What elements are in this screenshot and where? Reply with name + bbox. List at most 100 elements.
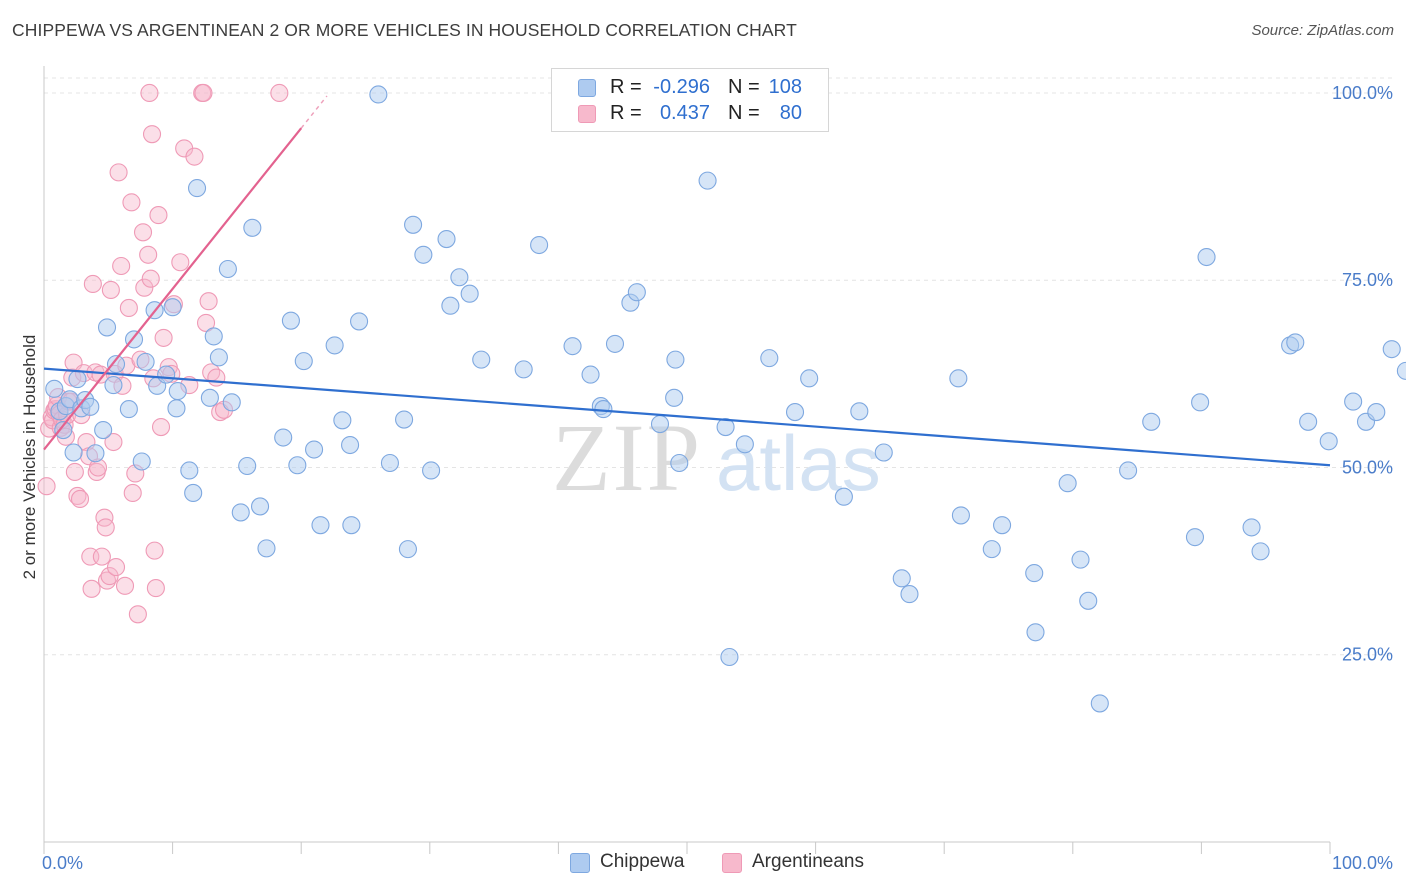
argentinean-point xyxy=(101,280,120,300)
chippewa-point xyxy=(594,400,613,419)
chippewa-point xyxy=(563,337,582,356)
chippewa-point xyxy=(274,428,293,447)
y-tick-label: 25.0% xyxy=(1342,645,1393,665)
chippewa-point xyxy=(257,539,276,558)
chippewa-point xyxy=(243,218,262,237)
argentinean-point xyxy=(145,541,164,560)
chippewa-point xyxy=(1119,461,1138,480)
chippewa-point xyxy=(735,435,754,454)
source-label: Source: ZipAtlas.com xyxy=(1251,22,1394,39)
argentinean-point xyxy=(139,245,158,264)
chippewa-point xyxy=(514,360,533,379)
chippewa-point xyxy=(900,585,919,604)
chippewa-point xyxy=(666,350,685,369)
chippewa-point xyxy=(1251,542,1270,561)
chippewa-point xyxy=(850,402,869,421)
chippewa-point xyxy=(892,569,911,588)
chippewa-point xyxy=(716,417,735,437)
argentinean-point xyxy=(96,518,115,537)
chippewa-swatch xyxy=(578,79,596,97)
chippewa-point xyxy=(665,388,684,407)
y-tick-label: 100.0% xyxy=(1332,83,1393,103)
chippewa-point xyxy=(460,284,479,303)
chippewa-point xyxy=(204,327,223,346)
argentinean-point xyxy=(146,579,165,598)
chippewa-point xyxy=(119,400,138,419)
chippewa-point xyxy=(106,355,126,374)
argentinean-point xyxy=(171,253,190,272)
legend-n-value: 108 xyxy=(768,76,802,98)
chippewa-point xyxy=(288,456,307,475)
x-tick-label: 0.0% xyxy=(42,853,83,873)
chippewa-point xyxy=(720,647,739,667)
chippewa-point xyxy=(1396,361,1406,380)
chippewa-point xyxy=(834,487,853,506)
chart-title: CHIPPEWA VS ARGENTINEAN 2 OR MORE VEHICL… xyxy=(12,20,797,40)
chippewa-point xyxy=(670,453,689,473)
chippewa-point xyxy=(163,298,182,317)
chippewa-point xyxy=(395,410,414,429)
argentinean-point xyxy=(135,278,154,297)
chippewa-point xyxy=(698,171,717,190)
chippewa-point xyxy=(785,403,805,422)
argentinean-point xyxy=(151,417,171,437)
chippewa-point xyxy=(97,318,117,337)
argentinean-point xyxy=(199,292,218,311)
argentinean-point xyxy=(128,605,147,624)
argentinean-point xyxy=(92,547,111,566)
argentinean-point xyxy=(100,567,119,586)
axes xyxy=(43,66,1331,854)
chippewa-point xyxy=(342,516,361,535)
chippewa-point xyxy=(311,516,330,535)
legend-n-label: N = xyxy=(728,76,760,98)
chippewa-point xyxy=(993,516,1012,535)
chippewa-point xyxy=(333,411,352,430)
argentinean-point xyxy=(133,223,153,242)
chippewa-point xyxy=(472,350,491,369)
chippewa-point xyxy=(81,397,100,416)
chippewa-point xyxy=(200,388,219,407)
chippewa-point xyxy=(1197,247,1216,267)
chippewa-point xyxy=(86,444,105,463)
argentinean-point xyxy=(196,313,216,332)
chippewa-point xyxy=(132,452,151,471)
argentinean-point xyxy=(119,298,138,317)
argentinean-point xyxy=(207,368,226,387)
chippewa-point xyxy=(222,393,241,412)
chippewa-point xyxy=(627,283,646,302)
chippewa-point xyxy=(325,336,344,355)
chippewa-point xyxy=(1299,412,1318,431)
chippewa-point xyxy=(1185,528,1205,547)
legend-n-label: N = xyxy=(728,102,760,124)
chippewa-point xyxy=(1191,393,1210,412)
argentinean-point xyxy=(68,486,87,506)
chippewa-point xyxy=(414,245,433,264)
chippewa-point xyxy=(168,382,187,401)
chippewa-point xyxy=(180,461,199,480)
argentinean-point xyxy=(112,256,131,276)
chippewa-point xyxy=(380,453,399,473)
argentinean-point xyxy=(194,83,213,103)
trend-lines xyxy=(43,95,1331,467)
chippewa-point xyxy=(231,503,250,522)
argentinean-trend-extension xyxy=(300,95,328,129)
argentinean-point xyxy=(83,274,102,294)
chippewa-point xyxy=(341,435,360,455)
chippewa-point xyxy=(218,259,237,279)
chippewa-point xyxy=(404,215,423,234)
chippewa-point xyxy=(1367,403,1386,422)
argentinean-swatch xyxy=(578,105,596,123)
series-legend: Chippewa Argentineans xyxy=(0,851,1406,879)
watermark-atlas: atlas xyxy=(716,419,881,507)
chippewa-point xyxy=(1026,623,1045,642)
chippewa-point xyxy=(1319,432,1338,451)
legend-n-value: 80 xyxy=(779,102,802,124)
argentinean-point xyxy=(141,269,160,288)
chippewa-point xyxy=(136,352,155,371)
chippewa-point xyxy=(209,348,228,367)
chippewa-point xyxy=(184,483,203,503)
chippewa-point xyxy=(68,370,87,389)
watermark: ZIP atlas xyxy=(552,404,881,511)
chippewa-point xyxy=(951,506,970,525)
